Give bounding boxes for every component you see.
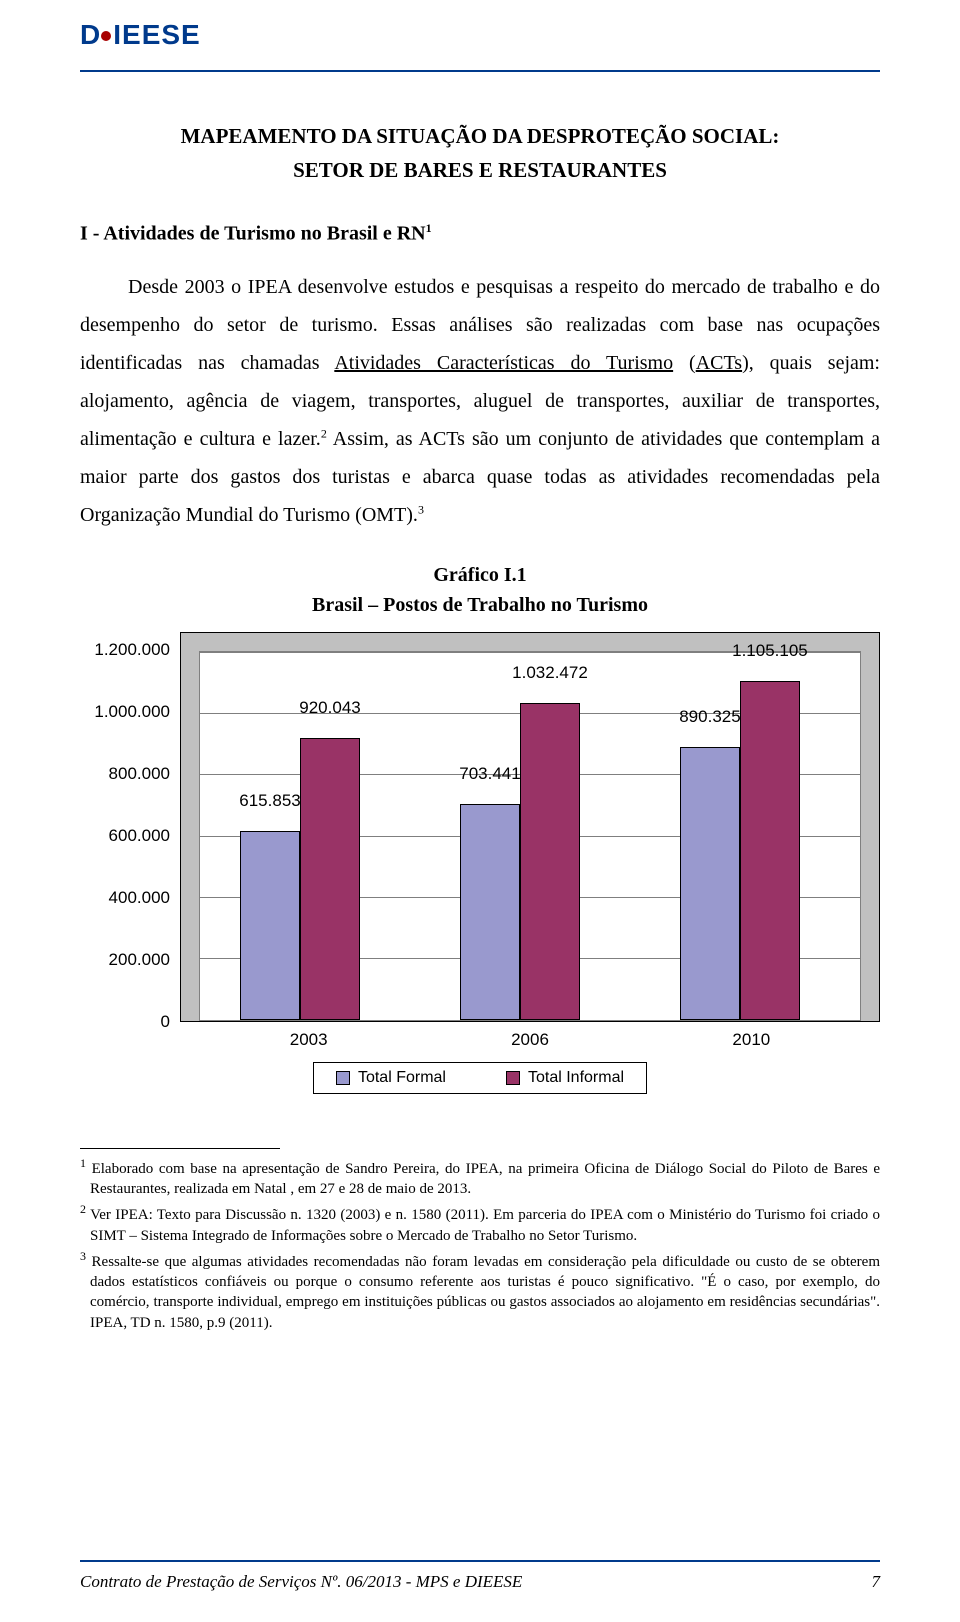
doc-title: MAPEAMENTO DA SITUAÇÃO DA DESPROTEÇÃO SO…	[80, 120, 880, 187]
chart: 1.200.000 1.000.000 800.000 600.000 400.…	[80, 632, 880, 1094]
footer: Contrato de Prestação de Serviços Nº. 06…	[80, 1572, 880, 1592]
page: D IEESE MAPEAMENTO DA SITUAÇÃO DA DESPROT…	[0, 0, 960, 1622]
bar-2006-informal	[520, 703, 580, 1020]
bar-group-2010: 890.325 1.105.105	[640, 652, 860, 1020]
legend-swatch-informal	[506, 1071, 520, 1085]
logo-text-rest: IEESE	[113, 19, 200, 51]
plot-area: 615.853 920.043 703.441 1.032.472	[180, 632, 880, 1022]
footnote-2-text: Ver IPEA: Texto para Discussão n. 1320 (…	[86, 1207, 880, 1243]
footnote-2: 2 Ver IPEA: Texto para Discussão n. 1320…	[80, 1201, 880, 1246]
legend-item-formal: Total Formal	[336, 1069, 446, 1087]
section-heading-text: I - Atividades de Turismo no Brasil e RN	[80, 223, 426, 245]
chart-title-line1: Gráfico I.1	[433, 564, 526, 586]
ytick-200000: 200.000	[109, 950, 170, 970]
footer-rule	[80, 1560, 880, 1562]
bar-2003-formal	[240, 831, 300, 1020]
bar-group-2006: 703.441 1.032.472	[420, 652, 640, 1020]
bar-groups: 615.853 920.043 703.441 1.032.472	[200, 652, 860, 1020]
xlabel-2003: 2003	[198, 1022, 419, 1050]
ytick-800000: 800.000	[109, 764, 170, 784]
bar-label-2003-formal: 615.853	[239, 791, 300, 811]
bar-group-2003: 615.853 920.043	[200, 652, 420, 1020]
legend-item-informal: Total Informal	[506, 1069, 624, 1087]
para-acts-abbr: ACTs	[696, 352, 742, 374]
y-axis: 1.200.000 1.000.000 800.000 600.000 400.…	[80, 632, 180, 1022]
bar-label-2006-informal: 1.032.472	[512, 663, 588, 683]
ytick-0: 0	[161, 1012, 170, 1032]
title-line2: SETOR DE BARES E RESTAURANTES	[293, 158, 667, 182]
footnote-3-text: Ressalte-se que algumas atividades recom…	[86, 1254, 880, 1331]
footnote-1: 1 Elaborado com base na apresentação de …	[80, 1155, 880, 1200]
bar-2010-formal	[680, 747, 740, 1020]
legend-label-formal: Total Formal	[358, 1069, 446, 1086]
ytick-1200000: 1.200.000	[94, 640, 170, 660]
ytick-400000: 400.000	[109, 888, 170, 908]
logo-dot-red	[101, 31, 111, 41]
bar-2003-informal	[300, 738, 360, 1020]
bar-label-2006-formal: 703.441	[459, 764, 520, 784]
ytick-1000000: 1.000.000	[94, 702, 170, 722]
chart-title-line2: Brasil – Postos de Trabalho no Turismo	[312, 594, 648, 616]
logo: D IEESE	[80, 19, 201, 51]
content: MAPEAMENTO DA SITUAÇÃO DA DESPROTEÇÃO SO…	[80, 84, 880, 1333]
para-sup3: 3	[418, 502, 424, 516]
bar-2010-informal	[740, 681, 800, 1020]
legend-wrap: Total Formal Total Informal	[130, 1062, 830, 1094]
header-rule	[80, 70, 880, 72]
chart-box: 1.200.000 1.000.000 800.000 600.000 400.…	[80, 632, 880, 1022]
plot-inner: 615.853 920.043 703.441 1.032.472	[199, 651, 861, 1021]
logo-text-d: D	[80, 19, 101, 51]
legend-swatch-formal	[336, 1071, 350, 1085]
body-paragraph: Desde 2003 o IPEA desenvolve estudos e p…	[80, 268, 880, 534]
section-heading: I - Atividades de Turismo no Brasil e RN…	[80, 221, 880, 246]
header: D IEESE	[80, 0, 880, 70]
footnote-3: 3 Ressalte-se que algumas atividades rec…	[80, 1248, 880, 1333]
footnote-rule	[80, 1148, 280, 1149]
bar-2006-formal	[460, 804, 520, 1020]
footnote-1-text: Elaborado com base na apresentação de Sa…	[86, 1161, 880, 1197]
chart-title: Gráfico I.1 Brasil – Postos de Trabalho …	[80, 560, 880, 620]
footer-left: Contrato de Prestação de Serviços Nº. 06…	[80, 1572, 522, 1592]
title-line1: MAPEAMENTO DA SITUAÇÃO DA DESPROTEÇÃO SO…	[181, 124, 780, 148]
legend: Total Formal Total Informal	[313, 1062, 647, 1094]
xlabel-2006: 2006	[419, 1022, 640, 1050]
ytick-600000: 600.000	[109, 826, 170, 846]
bar-label-2010-formal: 890.325	[679, 707, 740, 727]
bar-label-2003-informal: 920.043	[299, 698, 360, 718]
page-number: 7	[872, 1572, 881, 1592]
bar-label-2010-informal: 1.105.105	[732, 641, 808, 661]
para-acts-underline: Atividades Características do Turismo	[334, 352, 673, 374]
xlabel-2010: 2010	[641, 1022, 862, 1050]
section-heading-sup: 1	[426, 221, 432, 235]
legend-label-informal: Total Informal	[528, 1069, 624, 1086]
x-axis-labels: 2003 2006 2010	[198, 1022, 862, 1050]
